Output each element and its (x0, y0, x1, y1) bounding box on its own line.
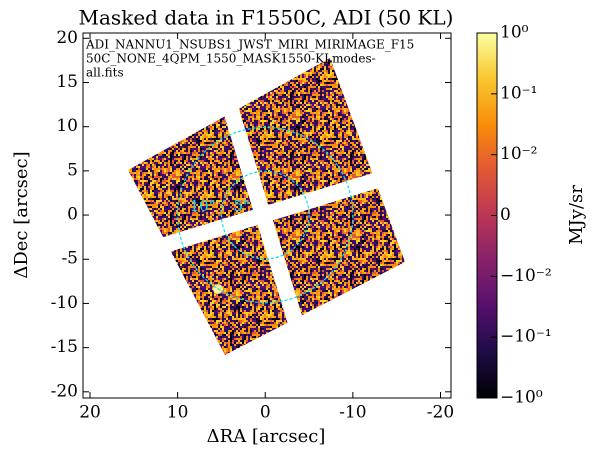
y-tick-label: 0 (67, 205, 78, 225)
mask-stripe (126, 166, 400, 264)
ring (220, 170, 310, 260)
x-tick-label: -20 (427, 403, 454, 423)
colorbar-tick-label: 10⁰ (500, 23, 529, 43)
x-tick-label: 10 (167, 403, 189, 423)
colorbar-tick-label: 10⁻² (500, 144, 537, 164)
y-tick-label: 15 (56, 72, 78, 92)
x-tick-label: -10 (339, 403, 366, 423)
x-tick-label: 20 (79, 403, 101, 423)
colorbar-label: MJy/sr (566, 185, 587, 245)
y-tick-label: -5 (61, 249, 78, 269)
x-tick-label: 0 (260, 403, 271, 423)
image (126, 58, 405, 355)
annotation: 50C_NONE_4QPM_1550_MASK1550-KLmodes- (86, 52, 376, 66)
colorbar-tick-label: 10⁻¹ (500, 83, 537, 103)
y-tick-label: -15 (51, 337, 78, 357)
y-tick-label: -10 (51, 293, 78, 313)
y-axis-label: ΔDec [arcsec] (11, 151, 32, 278)
y-tick-label: 5 (67, 160, 78, 180)
colorbar-tick-label: −10⁻² (500, 266, 552, 286)
colorbar-tick-label: −10⁻¹ (500, 327, 552, 347)
annotation: all.fits (86, 66, 124, 80)
chart-title: Masked data in F1550C, ADI (50 KL) (79, 6, 454, 30)
colorbar-tick-label: 0 (500, 205, 511, 225)
ring-label: 10" (190, 197, 216, 215)
annotation: ADI_NANNU1_NSUBS1_JWST_MIRI_MIRIMAGE_F15 (85, 38, 414, 52)
ring (177, 126, 354, 304)
x-axis-label: ΔRA [arcsec] (207, 426, 326, 447)
colorbar-tick-label: −10⁰ (500, 388, 543, 408)
y-tick-label: 10 (56, 116, 78, 136)
ring-label: 5" (233, 197, 249, 215)
y-tick-label: -20 (51, 381, 78, 401)
y-tick-label: 20 (56, 28, 78, 48)
